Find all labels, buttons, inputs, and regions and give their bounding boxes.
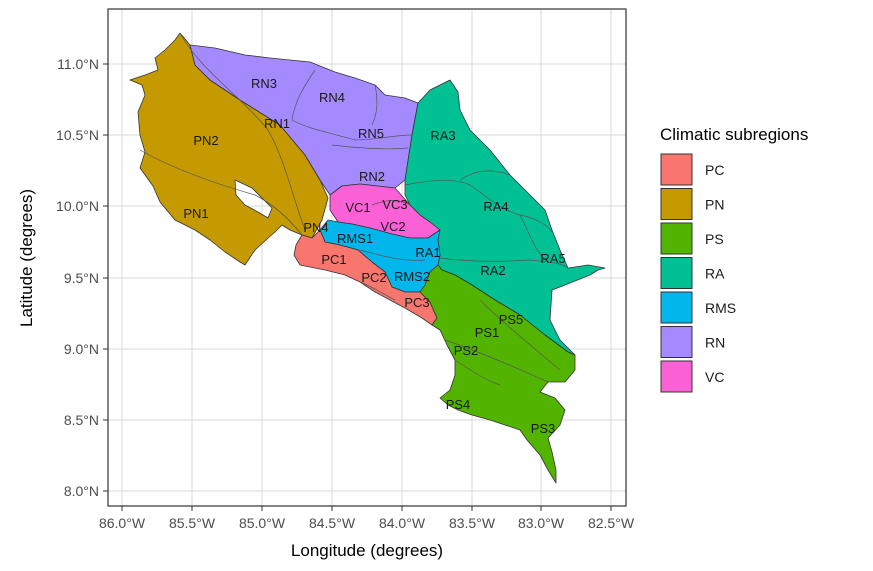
region-label-ps4: PS4 [446,397,471,412]
x-tick-label: 82.5°W [588,515,635,531]
region-label-rn4: RN4 [319,90,345,105]
region-label-vc2: VC2 [380,219,405,234]
region-label-pn4: PN4 [303,220,328,235]
region-label-rms1: RMS1 [337,231,373,246]
legend-label-vc: VC [705,369,724,385]
region-label-rn3: RN3 [251,76,277,91]
region-label-ra4: RA4 [483,199,508,214]
region-label-ra5: RA5 [540,251,565,266]
region-label-ps5: PS5 [499,312,524,327]
x-tick-label: 83.5°W [449,515,496,531]
plot-panel-border [107,8,627,507]
legend-label-rn: RN [705,335,725,351]
region-label-rms2: RMS2 [394,269,430,284]
region-label-vc1: VC1 [345,200,370,215]
legend-label-ra: RA [705,266,725,282]
region-label-pn1: PN1 [183,206,208,221]
y-tick-label: 8.5°N [64,412,99,428]
x-tick-label: 84.5°W [309,515,356,531]
region-label-rn1: RN1 [264,116,290,131]
region-label-pc1: PC1 [321,252,346,267]
legend-label-rms: RMS [705,300,736,316]
y-axis-title: Latitude (degrees) [17,189,36,327]
legend-swatch-pn [660,188,693,220]
region-label-ra3: RA3 [430,128,455,143]
legend-swatch-pc [660,153,693,186]
legend-swatch-rn [660,326,693,358]
subregion-boundaries [139,32,569,386]
x-axis-title: Longitude (degrees) [291,541,443,560]
region-label-ra1: RA1 [415,245,440,260]
x-tick-label: 84.0°W [379,515,426,531]
y-tick-label: 8.0°N [64,483,99,499]
region-label-rn5: RN5 [358,126,384,141]
region-label-ra2: RA2 [480,263,505,278]
region-label-rn2: RN2 [359,169,385,184]
legend-label-pc: PC [705,162,724,178]
x-tick-label: 85.0°W [239,515,286,531]
legend-swatch-ps [660,222,693,255]
legend-title: Climatic subregions [660,125,808,144]
region-label-ps3: PS3 [531,421,556,436]
x-tick-label: 83.0°W [518,515,565,531]
legend-swatch-ra [660,257,693,289]
regions [129,32,606,484]
y-tick-label: 11.0°N [57,56,99,72]
x-tick-label: 85.5°W [169,515,216,531]
legend-label-ps: PS [705,231,724,247]
x-tick-label: 86.0°W [99,515,146,531]
region-label-pc2: PC2 [361,270,386,285]
legend: Climatic subregions PC PN PS RA RMS RN VC [660,125,808,393]
region-label-vc3: VC3 [382,197,407,212]
y-tick-label: 9.5°N [64,270,99,286]
y-tick-label: 10.5°N [56,127,99,143]
region-ps [419,264,576,484]
region-labels: RN3 RN4 RN1 RN5 RN2 PN2 PN1 PN4 RA3 RA4 RA5 RA2 RA1 V… [183,76,565,436]
legend-swatch-vc [660,360,693,393]
legend-swatch-rms [660,291,693,324]
legend-label-pn: PN [705,197,724,213]
region-label-ps2: PS2 [454,343,479,358]
y-tick-label: 10.0°N [56,198,99,214]
region-label-pc3: PC3 [404,295,429,310]
axis-ticks: 86.0°W 85.5°W 85.0°W 84.5°W 84.0°W 83.5°W 83.0… [56,56,635,531]
region-label-ps1: PS1 [475,325,500,340]
y-tick-label: 9.0°N [64,341,99,357]
region-label-pn2: PN2 [193,133,218,148]
